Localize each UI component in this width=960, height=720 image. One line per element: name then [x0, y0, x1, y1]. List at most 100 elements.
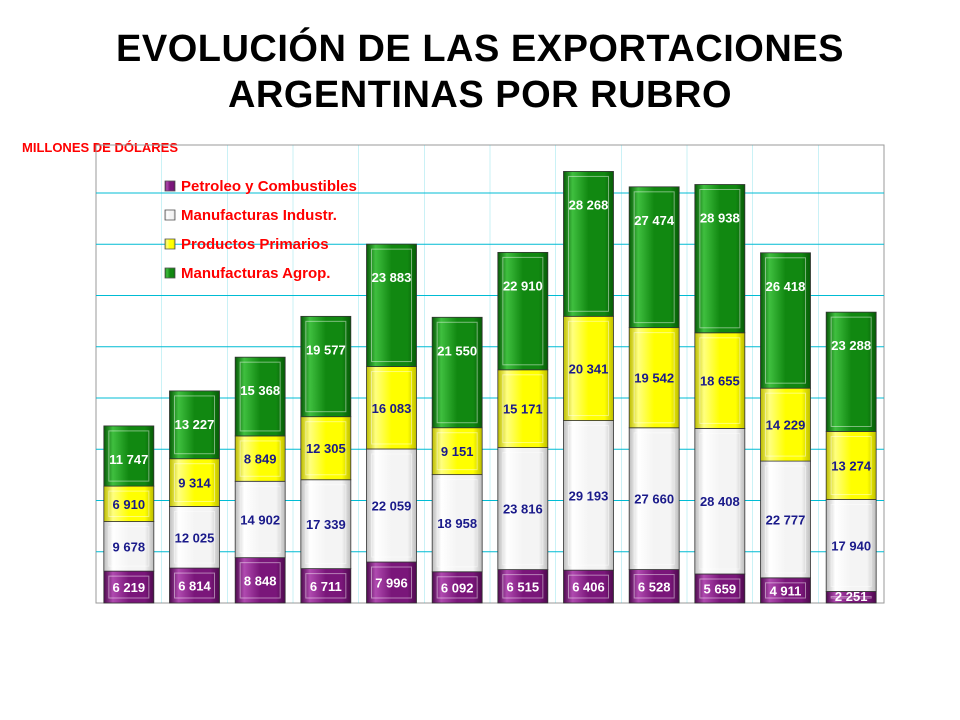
legend-swatch-petroleo	[164, 180, 176, 192]
bar-segment-manufacturas_agropecuarias	[234, 356, 286, 437]
bar-segment-bevel	[305, 320, 347, 413]
data-label-productos_primarios: 12 305	[306, 441, 346, 456]
bar-segment-petroleo	[563, 569, 614, 604]
data-label-manufacturas_industriales: 17 940	[831, 538, 871, 553]
data-label-productos_primarios: 9 151	[441, 444, 474, 459]
bar-segment-bevel	[174, 463, 215, 502]
bar-segment-bevel	[108, 575, 150, 599]
bar-segment-productos_primarios	[628, 327, 680, 429]
bar-segment-manufacturas_agropecuarias	[563, 171, 614, 317]
data-label-productos_primarios: 20 341	[569, 361, 609, 376]
bar-segment-bevel	[108, 526, 150, 567]
bar-segment-bevel	[830, 504, 872, 587]
bar-segment-bevel	[765, 257, 806, 384]
bar-segment-productos_primarios	[234, 435, 286, 482]
data-label-manufacturas_agropecuarias: 13 227	[175, 417, 215, 432]
bar-segment-bevel	[436, 432, 478, 471]
data-label-petroleo: 6 092	[441, 580, 474, 595]
bar-segment-bevel	[305, 484, 347, 565]
legend-label-productos_primarios: Productos Primarios	[181, 236, 329, 253]
bar-segment-bevel	[174, 395, 215, 455]
data-label-petroleo: 7 996	[375, 576, 408, 591]
data-label-manufacturas_agropecuarias: 23 288	[831, 338, 871, 353]
data-label-productos_primarios: 14 229	[766, 418, 806, 433]
legend-label-petroleo: Petroleo y Combustibles	[181, 178, 357, 195]
bar-segment-petroleo	[431, 571, 483, 604]
bar-segment-manufacturas_industriales	[103, 521, 155, 572]
bar-segment-bevel	[239, 361, 281, 432]
data-label-manufacturas_industriales: 12 025	[175, 530, 215, 545]
bar-segment-productos_primarios	[300, 416, 352, 481]
data-label-petroleo: 4 911	[770, 583, 802, 598]
bar-segment-productos_primarios	[563, 315, 614, 421]
units-label: MILLONES DE DÓLARES	[22, 140, 179, 155]
data-label-manufacturas_industriales: 18 958	[437, 516, 477, 531]
data-label-productos_primarios: 15 171	[503, 402, 543, 417]
data-label-manufacturas_industriales: 28 408	[700, 494, 740, 509]
bar-segment-bevel	[502, 374, 544, 444]
bar-segment-bevel	[239, 440, 281, 477]
bar-segment-bevel	[633, 574, 675, 599]
bar-segment-bevel	[436, 321, 478, 424]
bar-segment-petroleo	[628, 569, 680, 604]
bar-segment-productos_primarios	[825, 431, 877, 500]
bar-segment-bevel	[108, 490, 150, 518]
legend-label-manufacturas_agropecuarias: Manufacturas Agrop.	[181, 265, 330, 282]
data-label-productos_primarios: 6 910	[113, 497, 146, 512]
data-label-manufacturas_industriales: 22 777	[766, 512, 806, 527]
bar-segment-bevel	[436, 576, 478, 599]
data-label-manufacturas_agropecuarias: 22 910	[503, 278, 543, 293]
bar-segment-petroleo	[497, 569, 549, 604]
bar-segment-bevel	[568, 320, 609, 417]
plot-area-frame	[95, 144, 885, 604]
data-label-manufacturas_agropecuarias: 23 883	[372, 270, 412, 285]
data-label-petroleo: 5 659	[704, 581, 737, 596]
bar-segment-petroleo	[694, 573, 746, 604]
bar-segment-productos_primarios	[169, 458, 220, 507]
bar-segment-productos_primarios	[366, 366, 417, 450]
bar-segment-bevel	[633, 432, 675, 566]
bar-segment-petroleo	[300, 568, 352, 604]
legend-label-manufacturas_industriales: Manufacturas Industr.	[181, 207, 337, 224]
bar-segment-manufacturas_industriales	[366, 448, 417, 563]
data-label-petroleo: 2 251	[835, 589, 868, 604]
data-label-productos_primarios: 16 083	[372, 401, 412, 416]
data-label-productos_primarios: 9 314	[178, 476, 211, 491]
bar-segment-bevel	[699, 578, 741, 599]
bar-segment-manufacturas_agropecuarias	[628, 186, 680, 329]
chart-title-line-2: ARGENTINAS POR RUBRO	[227, 74, 733, 116]
bar-segment-manufacturas_agropecuarias	[431, 316, 483, 429]
bar-segment-manufacturas_agropecuarias	[103, 425, 155, 487]
bar-segment-bevel	[765, 392, 806, 457]
bar-segment-bevel	[371, 566, 412, 599]
bar-segment-manufacturas_agropecuarias	[169, 390, 220, 460]
bar-segment-bevel	[174, 510, 215, 564]
bar-segment-bevel	[371, 371, 412, 445]
bar-segment-bevel	[830, 595, 872, 599]
data-label-manufacturas_agropecuarias: 27 474	[634, 213, 675, 228]
data-label-manufacturas_agropecuarias: 19 577	[306, 342, 346, 357]
data-label-petroleo: 6 711	[310, 579, 342, 594]
bar-segment-manufacturas_agropecuarias	[300, 315, 352, 418]
bar-segment-bevel	[633, 191, 675, 324]
bar-segment-manufacturas_agropecuarias	[694, 184, 746, 334]
data-label-manufacturas_agropecuarias: 28 268	[569, 197, 609, 212]
bar-segment-petroleo	[103, 570, 155, 604]
bar-segment-bevel	[502, 452, 544, 566]
bar-segment-manufacturas_industriales	[760, 460, 811, 579]
bar-segment-bevel	[765, 582, 806, 599]
data-label-manufacturas_industriales: 29 193	[569, 488, 609, 503]
data-label-productos_primarios: 8 849	[244, 452, 277, 467]
legend-swatch-manufacturas_agropecuarias	[164, 267, 176, 279]
bar-segment-bevel	[633, 332, 675, 424]
bar-segment-manufacturas_industriales	[300, 479, 352, 570]
bar-segment-manufacturas_agropecuarias	[825, 311, 877, 432]
bar-segment-bevel	[305, 421, 347, 476]
bar-segment-manufacturas_agropecuarias	[366, 243, 417, 367]
data-label-manufacturas_agropecuarias: 26 418	[766, 279, 806, 294]
bar-segment-manufacturas_industriales	[234, 480, 286, 559]
data-label-productos_primarios: 13 274	[831, 459, 872, 474]
data-label-manufacturas_industriales: 14 902	[240, 512, 280, 527]
bar-segment-productos_primarios	[760, 387, 811, 462]
